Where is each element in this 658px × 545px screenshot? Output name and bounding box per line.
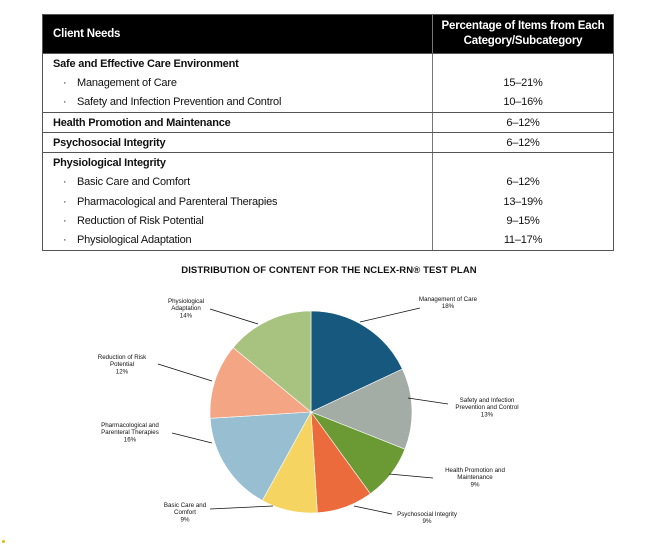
- subcategory-label: Basic Care and Comfort: [77, 176, 190, 189]
- table-row: · Basic Care and Comfort 6–12%: [43, 172, 613, 193]
- pie-slice: [209, 411, 312, 501]
- subcategory-name: · Management of Care: [43, 77, 432, 89]
- slice-label: Reduction of Risk Potential 12%: [98, 354, 147, 375]
- table-row: Physiological Integrity: [43, 153, 613, 173]
- table-row: Safe and Effective Care Environment: [43, 54, 613, 74]
- leader-line: [388, 473, 434, 479]
- table-group: Psychosocial Integrity 6–12%: [43, 132, 613, 153]
- slice-label: Health Promotion and Maintenance 9%: [445, 467, 505, 488]
- slice-label: Safety and Infection Prevention and Contr…: [455, 397, 518, 418]
- subcategory-name: · Pharmacological and Parenteral Therapie…: [43, 196, 432, 208]
- bullet-icon: ·: [63, 76, 67, 89]
- leader-line: [359, 307, 421, 323]
- bullet-icon: ·: [63, 195, 67, 208]
- subcategory-name: · Basic Care and Comfort: [43, 176, 432, 188]
- category-value: [432, 54, 613, 74]
- leader-line: [171, 432, 213, 444]
- table-row: · Reduction of Risk Potential 9–15%: [43, 211, 613, 231]
- table-group: Safe and Effective Care Environment · Mana…: [43, 53, 613, 112]
- subcategory-name: · Safety and Infection Prevention and Con…: [43, 96, 432, 108]
- category-name: Physiological Integrity: [53, 157, 166, 170]
- subcategory-value: 6–12%: [432, 172, 613, 193]
- slice-label: Management of Care 18%: [419, 296, 478, 310]
- table-row: Psychosocial Integrity 6–12%: [43, 133, 613, 153]
- table-row: · Physiological Adaptation 11–17%: [43, 230, 613, 250]
- chart-title: DISTRIBUTION OF CONTENT FOR THE NCLEX-RN…: [181, 265, 477, 276]
- subcategory-label: Physiological Adaptation: [77, 234, 192, 247]
- column-header-client-needs: Client Needs: [53, 28, 121, 40]
- leader-line: [157, 363, 213, 382]
- subcategory-value: 11–17%: [432, 230, 613, 250]
- subcategory-value: 15–21%: [432, 73, 613, 93]
- category-name: Health Promotion and Maintenance: [53, 116, 231, 129]
- subcategory-name: · Physiological Adaptation: [43, 234, 432, 246]
- corner-mark: [2, 540, 5, 543]
- table-row: Health Promotion and Maintenance 6–12%: [43, 112, 613, 133]
- subcategory-label: Reduction of Risk Potential: [77, 215, 204, 228]
- subcategory-name: · Reduction of Risk Potential: [43, 215, 432, 227]
- leader-line: [353, 505, 393, 515]
- client-needs-table: Client Needs Percentage of Items from Ea…: [42, 14, 614, 251]
- category-name: Psychosocial Integrity: [53, 136, 166, 149]
- table-row: · Safety and Infection Prevention and Con…: [43, 92, 613, 112]
- category-name: Safe and Effective Care Environment: [53, 57, 239, 70]
- slice-label: Psychosocial Integrity 9%: [397, 511, 458, 525]
- subcategory-label: Safety and Infection Prevention and Cont…: [77, 96, 282, 109]
- slice-label: Physiological Adaptation 14%: [168, 298, 204, 319]
- table-group: Health Promotion and Maintenance 6–12%: [43, 111, 613, 133]
- slice-label: Pharmacological and Parenteral Therapies 1…: [101, 422, 159, 443]
- category-value: 6–12%: [432, 112, 613, 133]
- pie-slice: [209, 347, 312, 419]
- pie-slice: [310, 368, 413, 450]
- pie-slice: [232, 310, 312, 413]
- table-row: · Management of Care 15–21%: [43, 73, 613, 93]
- bullet-icon: ·: [63, 234, 67, 247]
- pie-slice: [310, 310, 403, 413]
- bullet-icon: ·: [63, 96, 67, 109]
- category-value: [432, 153, 613, 173]
- category-value: 6–12%: [432, 133, 613, 153]
- table-body: Safe and Effective Care Environment · Mana…: [43, 53, 613, 250]
- slice-label: Basic Care and Comfort 9%: [164, 502, 207, 523]
- leader-line: [209, 308, 259, 325]
- table-row: · Pharmacological and Parenteral Therapie…: [43, 192, 613, 212]
- table-group: Physiological Integrity · Basic Care and C…: [43, 152, 613, 250]
- column-header-percentage-line2: Category/Subcategory: [463, 35, 583, 47]
- subcategory-value: 13–19%: [432, 192, 613, 212]
- column-header-percentage-line1: Percentage of Items from Each: [441, 20, 605, 32]
- table-header: Client Needs Percentage of Items from Ea…: [43, 15, 613, 53]
- bullet-icon: ·: [63, 176, 67, 189]
- leader-line: [407, 397, 449, 405]
- column-header-percentage: Percentage of Items from Each Category/Su…: [432, 15, 613, 53]
- subcategory-value: 9–15%: [432, 211, 613, 231]
- leader-line: [209, 505, 274, 510]
- subcategory-value: 10–16%: [432, 92, 613, 112]
- subcategory-label: Pharmacological and Parenteral Therapies: [77, 195, 278, 208]
- bullet-icon: ·: [63, 215, 67, 228]
- subcategory-label: Management of Care: [77, 76, 177, 89]
